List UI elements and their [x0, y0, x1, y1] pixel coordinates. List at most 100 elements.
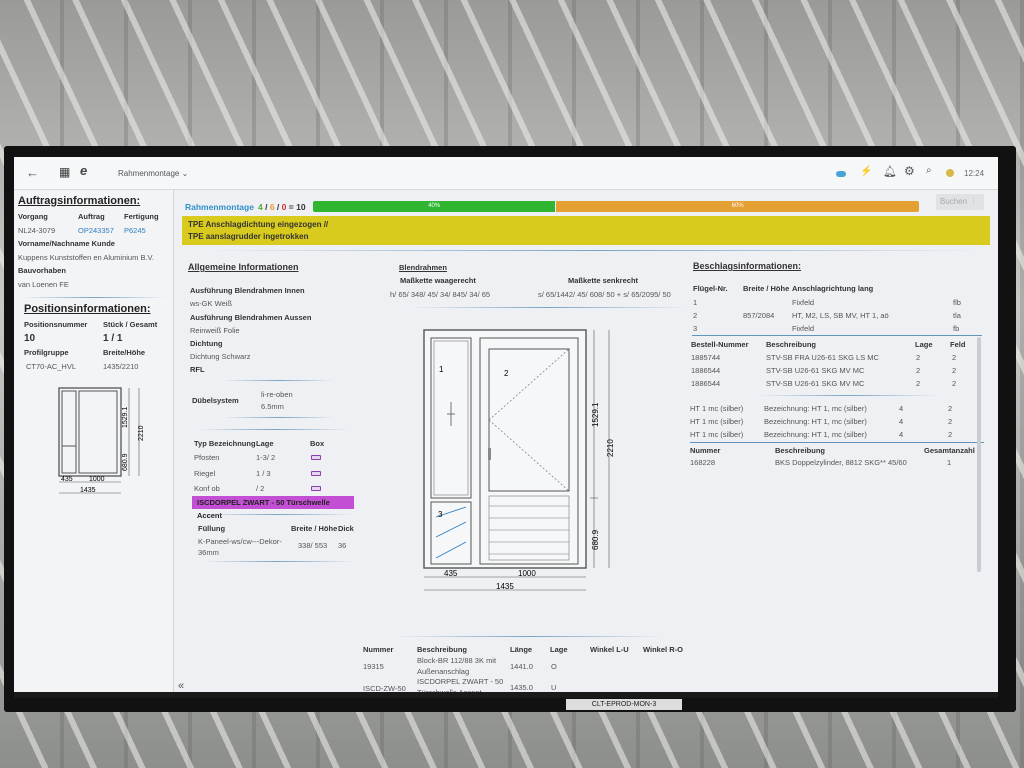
typ-lage: 1 / 3	[256, 469, 271, 478]
typ-name: Riegel	[194, 469, 216, 478]
ht-lage: 4	[899, 404, 904, 413]
order-feld: 2	[952, 379, 957, 388]
typ-lage: / 2	[256, 484, 265, 493]
box-icon[interactable]	[311, 455, 321, 460]
toggle-icon[interactable]	[836, 171, 846, 177]
fuell-bh-header: Breite / Höhe	[291, 524, 338, 533]
ht-feld: 2	[948, 417, 953, 426]
waag-value: h/ 65/ 348/ 45/ 34/ 845/ 34/ 65	[390, 290, 491, 299]
part-lage: U	[551, 683, 557, 692]
dim-h2: 680.9	[591, 529, 600, 550]
dim-w: 1435	[496, 582, 514, 591]
thumb-dim-h1: 1529.1	[122, 406, 129, 428]
progress-done: 40%	[313, 201, 556, 212]
divider	[409, 307, 689, 308]
fluegel-dir: Fixfeld	[792, 324, 815, 333]
box-header: Box	[310, 439, 325, 448]
alert-line-2: TPE aanslagrudder ingetrokken	[188, 232, 309, 241]
part-nr: 19315	[363, 662, 384, 671]
col-bestell: Bestell-Nummer	[691, 340, 749, 349]
fuell-dicke-value: 36	[338, 541, 347, 550]
fluegel-code: fb	[953, 324, 960, 333]
ht-nr: HT 1 mc (silber)	[690, 430, 744, 439]
col-fluegel: Flügel-Nr.	[693, 284, 728, 293]
col-lage: Lage	[915, 340, 933, 349]
dichtung-label: Dichtung	[190, 339, 223, 348]
dichtung-value: Dichtung Schwarz	[190, 352, 251, 361]
fertigung-link[interactable]: P6245	[124, 226, 146, 235]
top-bar: ← ▦ e Rahmenmontage ⌄ ⚡ 🔔︎ ⚙ ⌕ 12:24	[14, 157, 998, 190]
ht-lage: 4	[899, 430, 904, 439]
ht-desc: Bezeichnung: HT 1, mc (silber)	[764, 417, 867, 426]
waag-label: Maßkette waagerecht	[400, 276, 476, 285]
fluegel-dir: Fixfeld	[792, 298, 815, 307]
fuellung-header: Füllung	[198, 524, 226, 533]
book-button[interactable]: Buchen ⋮	[936, 194, 984, 210]
auftrag-label: Auftrag	[78, 212, 105, 221]
part-length: 1441.0	[510, 662, 533, 671]
innen-value: ws-GK Weiß	[190, 299, 232, 308]
progress-done-label: 40%	[428, 203, 441, 209]
status-counts: 4 / 6 / 0 = 10	[258, 202, 306, 212]
col-nummer: Nummer	[363, 645, 394, 654]
scrollbar[interactable]	[977, 337, 981, 572]
aussen-label: Ausführung Blendrahmen Aussen	[190, 313, 312, 322]
avatar[interactable]	[946, 169, 954, 177]
stueck-value: 1 / 1	[103, 333, 123, 344]
kunde-value: Kuppens Kunststoffen en Aluminium B.V.	[18, 253, 154, 262]
module-selector[interactable]: Rahmenmontage ⌄	[118, 169, 189, 178]
fluegel-nr: 2	[693, 311, 698, 320]
clock: 12:24	[964, 169, 985, 178]
divider	[22, 297, 167, 298]
bh-value: 1435/2210	[103, 362, 139, 371]
app-grid-icon[interactable]: ▦	[59, 165, 71, 179]
col-lage: Lage	[550, 645, 568, 654]
rfl-label: RFL	[190, 365, 205, 374]
ht-desc: Bezeichnung: HT 1, mc (silber)	[764, 404, 867, 413]
logo-icon: e	[80, 163, 88, 178]
profil-value: CT70-AC_HVL	[26, 362, 77, 371]
collapse-sidebar-icon[interactable]: «	[178, 680, 185, 692]
fertigung-label: Fertigung	[124, 212, 159, 221]
ht-nr: HT 1 mc (silber)	[690, 417, 744, 426]
ht-lage: 4	[899, 417, 904, 426]
progress-open-label: 60%	[731, 203, 744, 209]
thumb-dim-w: 1435	[80, 487, 96, 494]
fluegel-code: flb	[953, 298, 961, 307]
gear-icon[interactable]: ⚙	[904, 164, 915, 178]
divider	[224, 417, 334, 418]
ht-feld: 2	[948, 430, 953, 439]
fuell-dicke-header: Dicke	[338, 524, 354, 533]
bell-icon[interactable]: 🔔︎	[883, 166, 897, 178]
count-open: 6	[269, 202, 275, 212]
count-error: 0	[281, 202, 287, 212]
position-info-title: Positionsinformationen:	[24, 303, 151, 315]
kunde-label: Vorname/Nachname Kunde	[18, 239, 115, 248]
posnr-label: Positionsnummer	[24, 320, 88, 329]
box-icon[interactable]	[311, 471, 321, 476]
search-icon[interactable]: ⌕	[926, 165, 932, 176]
order-nr: 1885744	[691, 353, 721, 362]
back-arrow-icon[interactable]: ←	[26, 165, 39, 180]
dim-h1: 1529.1	[591, 402, 600, 427]
blendrahmen-title: Blendrahmen	[399, 263, 447, 272]
order-lage: 2	[916, 379, 921, 388]
auftrag-link[interactable]: OP243357	[78, 226, 114, 235]
count-done: 4	[258, 202, 263, 212]
senk-label: Maßkette senkrecht	[568, 276, 639, 285]
bh-label: Breite/Höhe	[103, 348, 146, 357]
typ-name: Konf ob	[194, 484, 220, 493]
innen-label: Ausführung Blendrahmen Innen	[190, 286, 305, 295]
box-icon[interactable]	[311, 486, 321, 491]
fuellung-value: K-Paneel-ws/cw---Dekor-36mm	[198, 537, 282, 557]
profil-label: Profilgruppe	[24, 348, 69, 357]
monitor-label: CLT-EPROD-MON-3	[566, 699, 682, 710]
col-beschreibung: Beschreibung	[417, 645, 468, 654]
posnr-value: 10	[24, 333, 36, 344]
thumb-dim-w1: 435	[61, 476, 73, 483]
fluegel-nr: 3	[693, 324, 698, 333]
col-feld: Feld	[950, 340, 966, 349]
order-nr: 1886544	[691, 366, 721, 375]
lightning-icon[interactable]: ⚡	[860, 166, 873, 177]
order-lage: 2	[916, 366, 921, 375]
